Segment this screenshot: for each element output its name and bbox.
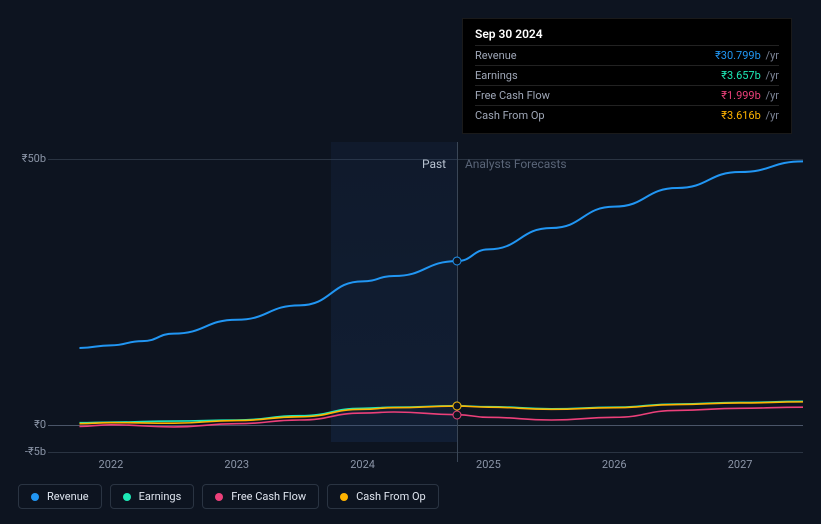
legend-label: Revenue <box>47 490 89 503</box>
series-line <box>79 161 803 348</box>
gridline <box>48 452 803 453</box>
legend-item[interactable]: Revenue <box>18 484 102 509</box>
legend-item[interactable]: Cash From Op <box>327 484 439 509</box>
tooltip-row-value: ₹30.799b /yr <box>715 49 779 62</box>
series-marker <box>452 402 461 411</box>
tooltip-row-value: ₹3.657b /yr <box>721 69 779 82</box>
legend-dot-icon <box>31 493 39 501</box>
legend-item[interactable]: Free Cash Flow <box>202 484 319 509</box>
tooltip-row: Earnings ₹3.657b /yr <box>475 65 779 85</box>
tooltip-row: Revenue ₹30.799b /yr <box>475 45 779 65</box>
series-line <box>79 407 803 427</box>
series-marker <box>452 410 461 419</box>
legend-item[interactable]: Earnings <box>110 484 195 509</box>
line-series-svg <box>48 132 803 452</box>
legend-label: Free Cash Flow <box>231 490 306 503</box>
x-tick-label: 2023 <box>224 458 249 471</box>
tooltip-row-value: ₹1.999b /yr <box>721 89 779 102</box>
legend-dot-icon <box>123 493 131 501</box>
tooltip-row-label: Earnings <box>475 69 518 82</box>
legend-dot-icon <box>215 493 223 501</box>
y-tick-label: ₹0 <box>34 418 46 431</box>
past-region-label: Past <box>422 157 446 171</box>
x-tick-label: 2024 <box>350 458 375 471</box>
legend-label: Cash From Op <box>356 490 426 503</box>
x-tick-label: 2022 <box>99 458 124 471</box>
plot-area[interactable]: 202220232024202520262027 <box>48 132 803 452</box>
tooltip-row: Cash From Op ₹3.616b /yr <box>475 105 779 125</box>
data-tooltip: Sep 30 2024 Revenue ₹30.799b /yr Earnings ₹… <box>462 18 792 134</box>
legend-dot-icon <box>340 493 348 501</box>
chart-legend: Revenue Earnings Free Cash Flow Cash From O… <box>18 484 439 509</box>
y-tick-label: ₹50b <box>22 152 46 165</box>
forecast-region-label: Analysts Forecasts <box>465 157 567 171</box>
tooltip-row: Free Cash Flow ₹1.999b /yr <box>475 85 779 105</box>
series-marker <box>452 257 461 266</box>
x-tick-label: 2027 <box>728 458 753 471</box>
tooltip-row-label: Cash From Op <box>475 109 545 122</box>
x-tick-label: 2025 <box>476 458 501 471</box>
legend-label: Earnings <box>139 490 182 503</box>
tooltip-row-label: Free Cash Flow <box>475 89 550 102</box>
tooltip-row-label: Revenue <box>475 49 517 62</box>
tooltip-date: Sep 30 2024 <box>475 27 779 45</box>
y-tick-label: -₹5b <box>25 445 46 458</box>
x-tick-label: 2026 <box>602 458 627 471</box>
tooltip-row-value: ₹3.616b /yr <box>721 109 779 122</box>
